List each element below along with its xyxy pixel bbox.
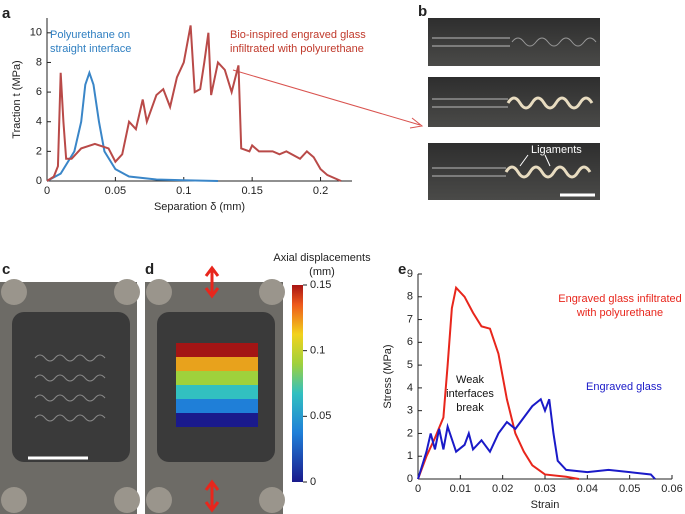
x-axis-label: Separation δ (mm) [154, 201, 245, 213]
colorbar-tick-label: 0.1 [310, 345, 325, 357]
photo-b: Ligaments [428, 18, 600, 200]
annotation: Engraved glass [586, 381, 662, 393]
y-tick-label: 6 [36, 86, 42, 98]
x-tick-label: 0 [44, 185, 50, 197]
y-tick-label: 8 [407, 291, 413, 303]
x-tick-label: 0.2 [313, 185, 328, 197]
y-tick-label: 0 [407, 473, 413, 485]
y-tick-label: 8 [36, 56, 42, 68]
y-tick-label: 4 [407, 382, 413, 394]
y-tick-label: 2 [407, 427, 413, 439]
panel-label: e [398, 261, 406, 278]
annotation: straight interface [50, 43, 131, 55]
x-tick-label: 0.04 [577, 483, 598, 495]
colorbar-tick-label: 0 [310, 476, 316, 488]
y-tick-label: 9 [407, 268, 413, 280]
x-tick-label: 0.02 [492, 483, 513, 495]
panel-label: b [418, 3, 427, 20]
y-tick-label: 10 [30, 27, 42, 39]
annotation: infiltrated with polyurethane [230, 43, 364, 55]
x-tick-label: 0.05 [105, 185, 126, 197]
colorbar-title: (mm) [309, 266, 335, 278]
colorbar-title: Axial displacements [273, 252, 371, 264]
panel-label: a [2, 5, 11, 22]
arrow [232, 69, 424, 129]
y-tick-label: 3 [407, 405, 413, 417]
y-tick-label: 0 [36, 175, 42, 187]
ligaments-label: Ligaments [531, 144, 582, 156]
x-tick-label: 0.1 [176, 185, 191, 197]
series-line [417, 397, 656, 480]
annotation: with polyurethane [576, 307, 663, 319]
panel-label: c [2, 261, 10, 278]
annotation: interfaces [446, 388, 494, 400]
photo-d [145, 265, 303, 514]
series-line [46, 69, 218, 182]
x-tick-label: 0.15 [241, 185, 262, 197]
y-tick-label: 2 [36, 145, 42, 157]
series-line [417, 285, 580, 480]
y-tick-label: 4 [36, 116, 42, 128]
y-tick-label: 7 [407, 313, 413, 325]
panel-label: d [145, 261, 154, 278]
annotation: Engraved glass infiltrated [558, 293, 682, 305]
x-axis-label: Strain [531, 499, 560, 511]
x-tick-label: 0.03 [534, 483, 555, 495]
annotation: Bio-inspired engraved glass [230, 29, 366, 41]
x-tick-label: 0.06 [661, 483, 682, 495]
x-tick-label: 0.01 [450, 483, 471, 495]
annotation: Weak [456, 374, 484, 386]
x-tick-label: 0 [415, 483, 421, 495]
series-line [46, 25, 342, 182]
colorbar-tick-label: 0.15 [310, 279, 331, 291]
annotation: Polyurethane on [50, 29, 130, 41]
colorbar-tick-label: 0.05 [310, 410, 331, 422]
x-tick-label: 0.05 [619, 483, 640, 495]
annotation: break [456, 402, 484, 414]
y-axis-label: Traction t (MPa) [11, 60, 23, 138]
y-tick-label: 5 [407, 359, 413, 371]
y-tick-label: 1 [407, 450, 413, 462]
photo-c [0, 279, 140, 514]
y-tick-label: 6 [407, 336, 413, 348]
y-axis-label: Stress (MPa) [382, 344, 394, 408]
